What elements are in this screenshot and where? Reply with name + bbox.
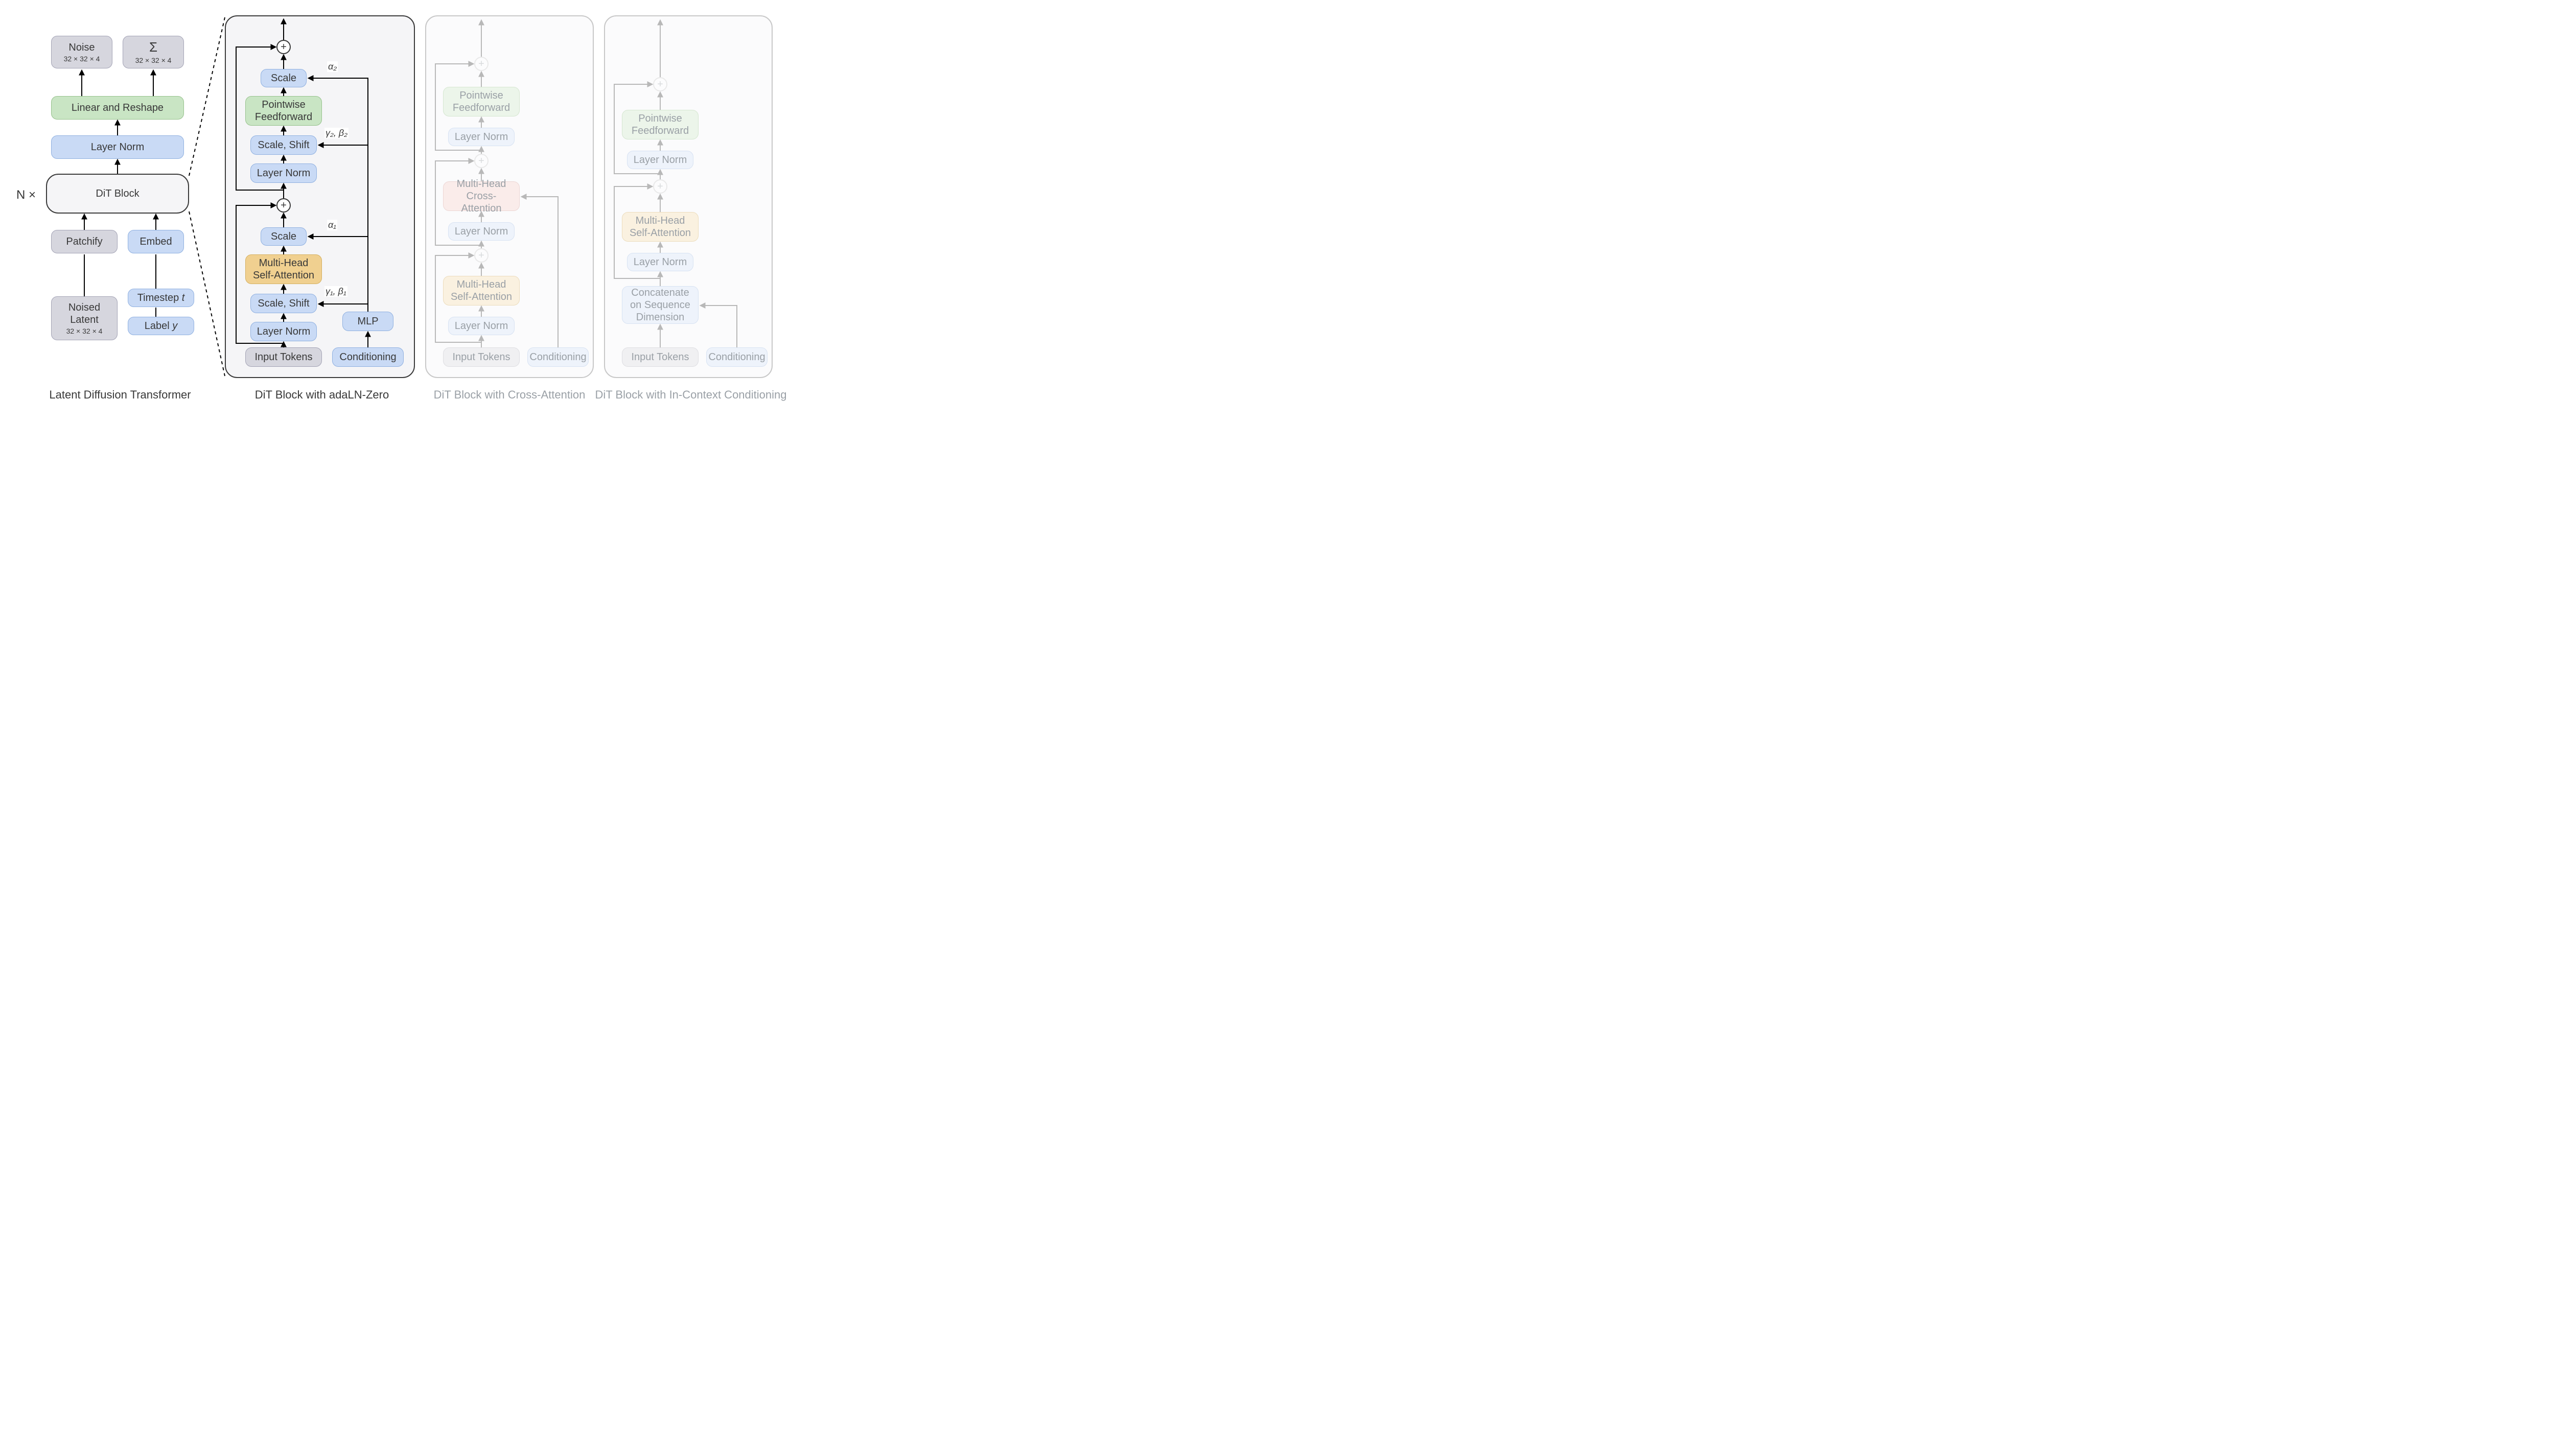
ln-ic2: Layer Norm (627, 151, 693, 169)
ffn-ic: PointwiseFeedforward (622, 110, 699, 139)
ln-2: Layer Norm (250, 163, 317, 183)
param-label: α₂ (327, 61, 338, 72)
panel-caption: Latent Diffusion Transformer (36, 388, 204, 402)
noise-output: Noise32 × 32 × 4 (51, 36, 112, 68)
conditioning: Conditioning (332, 347, 404, 367)
ffn-f: PointwiseFeedforward (443, 87, 520, 116)
concat: Concatenateon SequenceDimension (622, 286, 699, 324)
ln-f2: Layer Norm (448, 222, 515, 241)
label: Label y (128, 317, 194, 335)
layer-norm: Layer Norm (51, 135, 184, 159)
panel-caption: DiT Block with In-Context Conditioning (594, 388, 788, 402)
param-label: α₁ (327, 220, 337, 230)
residual-add: + (653, 179, 667, 194)
n-times-label: N × (16, 188, 36, 202)
ss-2: Scale, Shift (250, 135, 317, 155)
dit-block: DiT Block (74, 182, 161, 205)
timestep: Timestep t (128, 289, 194, 307)
residual-add: + (474, 57, 489, 71)
conditioning-f: Conditioning (527, 347, 589, 367)
residual-add: + (474, 248, 489, 263)
residual-add: + (474, 154, 489, 168)
self-attn-f: Multi-HeadSelf-Attention (443, 276, 520, 306)
input-tokens: Input Tokens (245, 347, 322, 367)
ss-1: Scale, Shift (250, 294, 317, 313)
embed: Embed (128, 230, 184, 253)
input-tokens-f2: Input Tokens (622, 347, 699, 367)
panel-caption: DiT Block with Cross-Attention (425, 388, 594, 402)
ln-f1: Layer Norm (448, 317, 515, 335)
ffn: PointwiseFeedforward (245, 96, 322, 126)
residual-add: + (276, 40, 291, 54)
residual-add: + (653, 77, 667, 91)
patchify: Patchify (51, 230, 118, 253)
ln-f3: Layer Norm (448, 128, 515, 146)
sigma-output: Σ32 × 32 × 4 (123, 36, 184, 68)
param-label: γ₁, β₁ (324, 286, 347, 297)
scale-1: Scale (261, 227, 307, 246)
self-attn: Multi-HeadSelf-Attention (245, 254, 322, 284)
scale-2: Scale (261, 69, 307, 87)
cross-attn-f: Multi-HeadCross-Attention (443, 181, 520, 211)
ln-1: Layer Norm (250, 322, 317, 341)
noised-latent: NoisedLatent32 × 32 × 4 (51, 296, 118, 340)
residual-add: + (276, 198, 291, 213)
self-attn-ic: Multi-HeadSelf-Attention (622, 212, 699, 242)
linear-reshape: Linear and Reshape (51, 96, 184, 120)
mlp: MLP (342, 312, 393, 331)
input-tokens-f: Input Tokens (443, 347, 520, 367)
panel-caption: DiT Block with adaLN-Zero (235, 388, 409, 402)
param-label: γ₂, β₂ (324, 128, 349, 138)
conditioning-f2: Conditioning (706, 347, 768, 367)
ln-ic1: Layer Norm (627, 253, 693, 271)
